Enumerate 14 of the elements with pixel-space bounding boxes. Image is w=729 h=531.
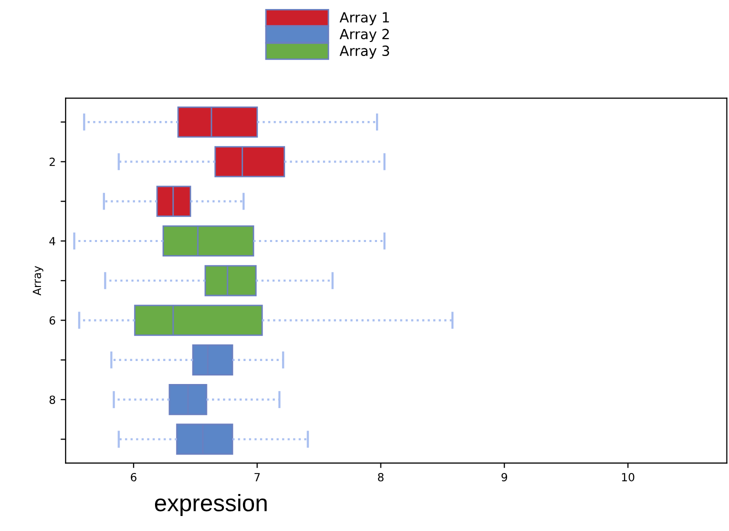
x-tick-label: 8 (378, 472, 384, 482)
y-tick-label: 4 (49, 237, 56, 246)
y-tick-label: 2 (50, 158, 55, 166)
x-tick-label: 10 (622, 472, 634, 482)
y-axis-title: Array (32, 266, 44, 296)
x-tick-label: 9 (502, 472, 508, 482)
legend-label: Array 3 (340, 46, 390, 59)
legend-label: Array 1 (340, 12, 389, 26)
legend-label: Array 2 (340, 28, 389, 42)
x-tick-label: 6 (130, 472, 136, 482)
y-tick-label: 6 (50, 316, 56, 325)
x-tick-label: 7 (254, 473, 260, 482)
x-axis-title: expression (154, 494, 267, 516)
y-tick-label: 8 (50, 396, 56, 404)
